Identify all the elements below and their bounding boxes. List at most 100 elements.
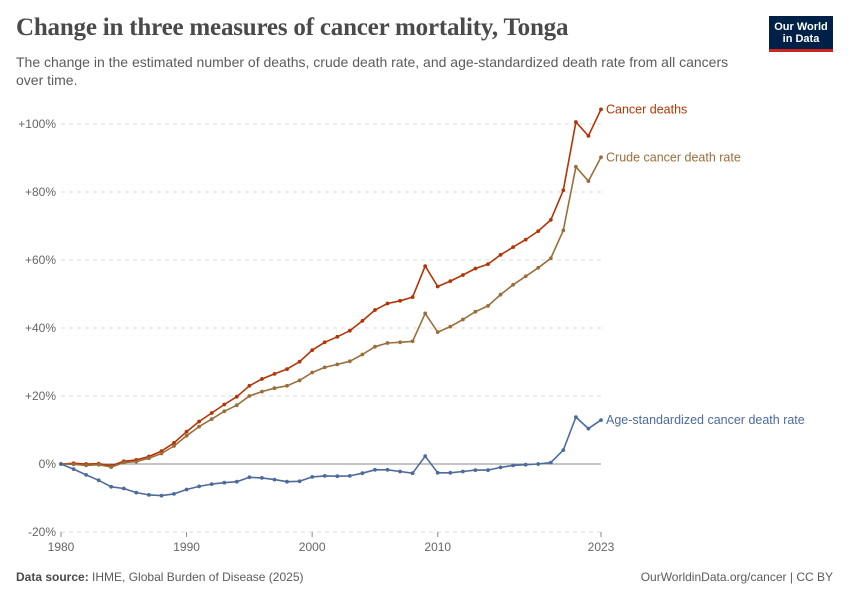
data-point[interactable]: [523, 274, 528, 279]
data-point[interactable]: [197, 424, 202, 429]
data-point[interactable]: [222, 409, 227, 414]
data-point[interactable]: [523, 237, 528, 242]
series-line-1[interactable]: [60, 109, 602, 467]
data-point[interactable]: [448, 470, 453, 475]
data-point[interactable]: [511, 463, 515, 468]
data-point[interactable]: [297, 378, 302, 383]
data-point[interactable]: [285, 367, 289, 371]
data-point[interactable]: [548, 460, 553, 465]
data-point[interactable]: [322, 474, 327, 478]
data-point[interactable]: [435, 284, 440, 289]
data-point[interactable]: [548, 256, 553, 261]
data-point[interactable]: [121, 486, 126, 491]
data-point[interactable]: [385, 467, 390, 472]
data-point[interactable]: [272, 386, 277, 391]
data-point[interactable]: [523, 462, 528, 467]
data-point[interactable]: [347, 359, 352, 364]
data-point[interactable]: [373, 467, 377, 472]
data-point[interactable]: [561, 448, 566, 452]
data-point[interactable]: [272, 477, 277, 482]
data-point[interactable]: [322, 340, 327, 345]
data-point[interactable]: [599, 107, 603, 112]
data-point[interactable]: [184, 429, 189, 434]
data-point[interactable]: [574, 164, 578, 169]
data-point[interactable]: [360, 352, 365, 357]
data-point[interactable]: [222, 480, 227, 485]
data-point[interactable]: [461, 469, 465, 474]
data-point[interactable]: [172, 444, 176, 448]
data-point[interactable]: [285, 479, 289, 484]
footer-credit[interactable]: OurWorldinData.org/cancer | CC BY: [640, 570, 833, 584]
data-point[interactable]: [498, 292, 503, 297]
data-point[interactable]: [586, 426, 591, 431]
data-point[interactable]: [147, 456, 151, 461]
data-point[interactable]: [498, 465, 503, 470]
data-point[interactable]: [172, 441, 176, 445]
data-point[interactable]: [260, 389, 264, 394]
data-point[interactable]: [172, 492, 176, 496]
data-point[interactable]: [373, 344, 377, 349]
data-point[interactable]: [322, 365, 327, 370]
data-point[interactable]: [486, 262, 490, 266]
data-point[interactable]: [134, 459, 139, 464]
data-point[interactable]: [84, 473, 88, 477]
data-point[interactable]: [398, 298, 402, 303]
data-point[interactable]: [536, 229, 541, 234]
data-point[interactable]: [71, 467, 76, 471]
data-point[interactable]: [297, 359, 302, 364]
data-point[interactable]: [423, 264, 428, 268]
owid-logo[interactable]: Our World in Data: [769, 16, 833, 52]
data-point[interactable]: [147, 493, 151, 497]
data-point[interactable]: [461, 273, 465, 277]
data-point[interactable]: [310, 475, 315, 479]
data-point[interactable]: [272, 372, 277, 376]
data-point[interactable]: [335, 474, 340, 479]
data-point[interactable]: [260, 476, 264, 480]
data-point[interactable]: [398, 340, 402, 345]
series-label-1[interactable]: Cancer deaths: [606, 102, 687, 116]
data-point[interactable]: [423, 311, 428, 316]
data-point[interactable]: [84, 463, 88, 468]
data-point[interactable]: [473, 266, 478, 271]
data-point[interactable]: [247, 383, 252, 388]
data-point[interactable]: [347, 328, 352, 333]
data-point[interactable]: [536, 265, 541, 270]
data-point[interactable]: [297, 479, 302, 484]
data-point[interactable]: [498, 253, 503, 257]
data-point[interactable]: [561, 228, 566, 233]
data-point[interactable]: [121, 460, 126, 465]
data-point[interactable]: [184, 487, 189, 492]
data-point[interactable]: [385, 301, 390, 306]
data-point[interactable]: [586, 179, 591, 184]
data-point[interactable]: [209, 482, 214, 486]
data-point[interactable]: [109, 465, 114, 469]
data-point[interactable]: [410, 471, 415, 476]
data-point[interactable]: [247, 394, 252, 398]
data-point[interactable]: [511, 245, 515, 250]
data-point[interactable]: [486, 304, 490, 308]
data-point[interactable]: [234, 394, 239, 399]
data-point[interactable]: [574, 415, 578, 419]
data-point[interactable]: [335, 334, 340, 339]
data-point[interactable]: [335, 362, 340, 367]
data-point[interactable]: [448, 324, 453, 329]
data-point[interactable]: [197, 419, 202, 424]
data-point[interactable]: [134, 490, 139, 495]
data-point[interactable]: [561, 188, 566, 193]
data-point[interactable]: [197, 484, 202, 489]
data-point[interactable]: [347, 474, 352, 478]
data-point[interactable]: [159, 451, 164, 456]
data-point[interactable]: [435, 470, 440, 475]
data-point[interactable]: [423, 454, 428, 459]
series-line-3[interactable]: [60, 416, 602, 497]
data-point[interactable]: [373, 308, 377, 312]
data-point[interactable]: [599, 418, 603, 422]
series-line-2[interactable]: [60, 156, 602, 468]
series-label-3[interactable]: Age-standardized cancer death rate: [606, 413, 805, 427]
data-point[interactable]: [548, 218, 553, 222]
data-point[interactable]: [247, 475, 252, 480]
data-point[interactable]: [260, 377, 264, 381]
data-point[interactable]: [385, 341, 390, 345]
data-point[interactable]: [586, 134, 591, 138]
data-point[interactable]: [511, 282, 515, 287]
